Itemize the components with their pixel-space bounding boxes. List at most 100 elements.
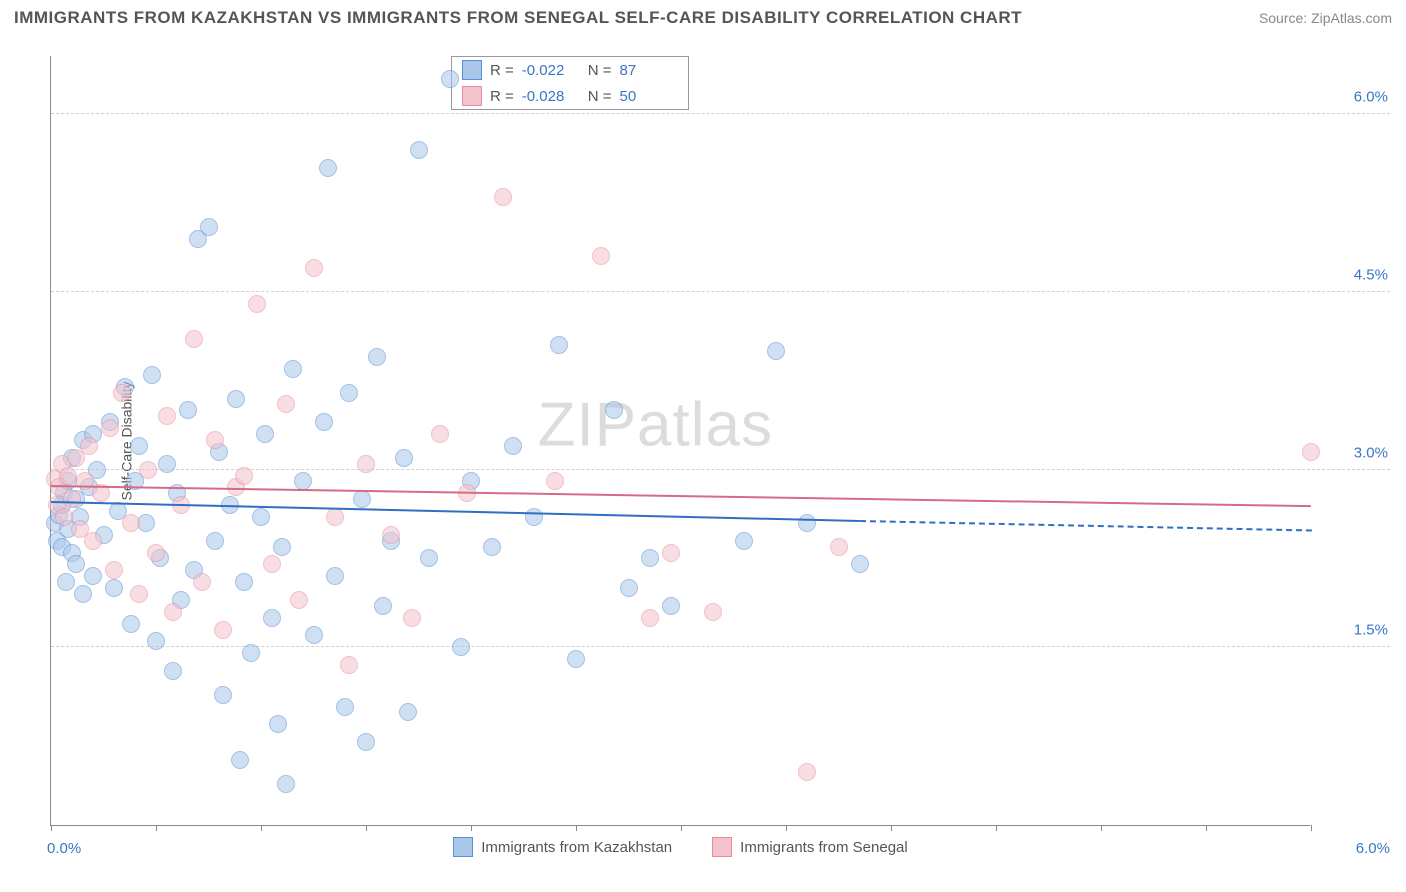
y-tick-label: 4.5% bbox=[1354, 266, 1388, 283]
scatter-point bbox=[851, 555, 869, 573]
scatter-point bbox=[206, 532, 224, 550]
legend-series-name: Immigrants from Kazakhstan bbox=[481, 839, 672, 856]
scatter-point bbox=[353, 490, 371, 508]
correlation-legend: R =-0.022N =87R =-0.028N =50 bbox=[451, 56, 689, 110]
scatter-point bbox=[662, 597, 680, 615]
scatter-point bbox=[284, 360, 302, 378]
scatter-point bbox=[122, 615, 140, 633]
x-tick bbox=[576, 825, 577, 831]
legend-swatch bbox=[462, 86, 482, 106]
gridline bbox=[51, 469, 1390, 470]
trend-line bbox=[859, 520, 1311, 531]
scatter-point bbox=[641, 609, 659, 627]
scatter-point bbox=[164, 662, 182, 680]
scatter-point bbox=[368, 348, 386, 366]
scatter-point bbox=[200, 218, 218, 236]
scatter-point bbox=[147, 632, 165, 650]
scatter-point bbox=[235, 467, 253, 485]
plot-area: Self-Care Disability ZIPatlas 0.0% 6.0% … bbox=[50, 56, 1310, 826]
legend-n-label: N = bbox=[588, 88, 612, 105]
scatter-point bbox=[277, 395, 295, 413]
chart-title: IMMIGRANTS FROM KAZAKHSTAN VS IMMIGRANTS… bbox=[14, 8, 1022, 28]
scatter-point bbox=[315, 413, 333, 431]
x-tick bbox=[1101, 825, 1102, 831]
y-tick-label: 6.0% bbox=[1354, 89, 1388, 106]
scatter-point bbox=[357, 733, 375, 751]
scatter-point bbox=[483, 538, 501, 556]
legend-series-name: Immigrants from Senegal bbox=[740, 839, 908, 856]
scatter-point bbox=[567, 650, 585, 668]
scatter-point bbox=[420, 549, 438, 567]
scatter-point bbox=[319, 159, 337, 177]
scatter-point bbox=[441, 70, 459, 88]
scatter-point bbox=[263, 609, 281, 627]
legend-swatch bbox=[712, 837, 732, 857]
scatter-point bbox=[227, 390, 245, 408]
scatter-point bbox=[105, 561, 123, 579]
scatter-point bbox=[305, 626, 323, 644]
scatter-point bbox=[294, 472, 312, 490]
x-tick bbox=[891, 825, 892, 831]
scatter-point bbox=[290, 591, 308, 609]
scatter-point bbox=[336, 698, 354, 716]
scatter-point bbox=[158, 407, 176, 425]
scatter-point bbox=[143, 366, 161, 384]
chart-source: Source: ZipAtlas.com bbox=[1259, 10, 1392, 26]
scatter-point bbox=[767, 342, 785, 360]
scatter-point bbox=[277, 775, 295, 793]
x-tick bbox=[261, 825, 262, 831]
legend-r-label: R = bbox=[490, 62, 514, 79]
legend-r-label: R = bbox=[490, 88, 514, 105]
scatter-point bbox=[592, 247, 610, 265]
scatter-point bbox=[206, 431, 224, 449]
legend-n-value: 50 bbox=[620, 88, 678, 105]
legend-swatch bbox=[453, 837, 473, 857]
watermark: ZIPatlas bbox=[538, 390, 773, 461]
scatter-point bbox=[214, 621, 232, 639]
legend-r-value: -0.028 bbox=[522, 88, 580, 105]
scatter-point bbox=[550, 336, 568, 354]
scatter-point bbox=[431, 425, 449, 443]
legend-series-item: Immigrants from Kazakhstan bbox=[453, 837, 672, 857]
legend-swatch bbox=[462, 60, 482, 80]
scatter-point bbox=[256, 425, 274, 443]
scatter-point bbox=[830, 538, 848, 556]
x-tick bbox=[1311, 825, 1312, 831]
scatter-point bbox=[798, 514, 816, 532]
scatter-point bbox=[452, 638, 470, 656]
chart-header: IMMIGRANTS FROM KAZAKHSTAN VS IMMIGRANTS… bbox=[14, 8, 1392, 28]
scatter-point bbox=[130, 585, 148, 603]
scatter-point bbox=[269, 715, 287, 733]
scatter-point bbox=[374, 597, 392, 615]
scatter-point bbox=[76, 472, 94, 490]
x-tick bbox=[471, 825, 472, 831]
scatter-point bbox=[1302, 443, 1320, 461]
scatter-point bbox=[179, 401, 197, 419]
legend-r-value: -0.022 bbox=[522, 62, 580, 79]
scatter-point bbox=[305, 259, 323, 277]
x-tick bbox=[156, 825, 157, 831]
watermark-part-a: ZIP bbox=[538, 391, 637, 460]
scatter-point bbox=[74, 585, 92, 603]
scatter-point bbox=[193, 573, 211, 591]
x-tick bbox=[1206, 825, 1207, 831]
gridline bbox=[51, 113, 1390, 114]
scatter-point bbox=[84, 532, 102, 550]
y-tick-label: 1.5% bbox=[1354, 622, 1388, 639]
scatter-point bbox=[399, 703, 417, 721]
scatter-point bbox=[105, 579, 123, 597]
scatter-point bbox=[214, 686, 232, 704]
scatter-point bbox=[504, 437, 522, 455]
x-tick bbox=[996, 825, 997, 831]
scatter-point bbox=[641, 549, 659, 567]
scatter-point bbox=[494, 188, 512, 206]
x-tick bbox=[681, 825, 682, 831]
scatter-point bbox=[84, 567, 102, 585]
scatter-point bbox=[326, 508, 344, 526]
scatter-point bbox=[164, 603, 182, 621]
x-axis-max-label: 6.0% bbox=[1356, 840, 1390, 857]
scatter-point bbox=[525, 508, 543, 526]
watermark-part-b: atlas bbox=[637, 391, 773, 460]
scatter-point bbox=[357, 455, 375, 473]
legend-n-value: 87 bbox=[620, 62, 678, 79]
